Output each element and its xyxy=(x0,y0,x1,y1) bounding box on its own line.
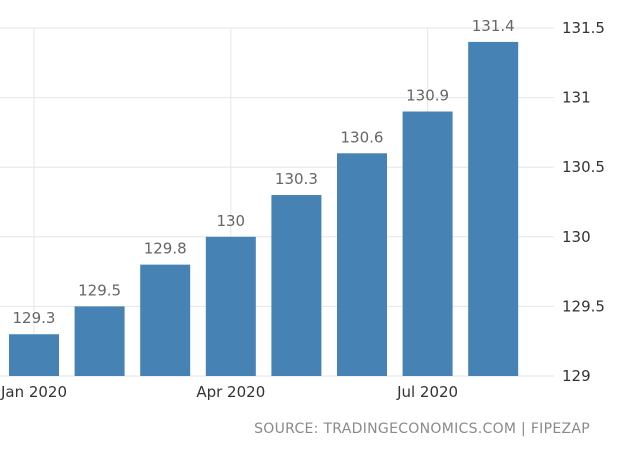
x-tick-label: Apr 2020 xyxy=(196,383,265,401)
bar-value-label: 130 xyxy=(216,212,245,230)
bar xyxy=(271,195,322,376)
bar xyxy=(74,306,125,376)
bar-value-label: 129.8 xyxy=(144,240,187,258)
bar xyxy=(140,264,191,376)
bar-value-label: 130.6 xyxy=(341,128,384,146)
data-labels: 129.3 129.5 129.8 130 130.3 130.6 130.9 131.4 xyxy=(13,17,515,327)
y-tick-label: 129.5 xyxy=(562,297,605,315)
x-tick-label: Jul 2020 xyxy=(396,383,458,401)
bar xyxy=(205,236,256,376)
bars xyxy=(9,41,519,377)
bar-value-label: 130.9 xyxy=(406,87,449,105)
source-note: SOURCE: TRADINGECONOMICS.COM | FIPEZAP xyxy=(254,421,590,437)
y-tick-label: 129 xyxy=(562,367,591,385)
bar xyxy=(337,153,387,376)
y-tick-label: 131 xyxy=(562,89,591,107)
y-tick-label: 131.5 xyxy=(562,19,605,37)
bar-value-label: 130.3 xyxy=(275,170,318,188)
y-axis-ticks: 129 129.5 130 130.5 131 131.5 xyxy=(562,19,605,385)
y-tick-label: 130.5 xyxy=(562,158,605,176)
bar-value-label: 131.4 xyxy=(472,17,515,35)
y-tick-label: 130 xyxy=(562,228,591,246)
x-tick-label: Jan 2020 xyxy=(0,383,67,401)
x-axis-ticks: Jan 2020 Apr 2020 Jul 2020 xyxy=(0,383,458,401)
bar-value-label: 129.5 xyxy=(78,281,121,299)
bar-value-label: 129.3 xyxy=(13,309,56,327)
bar xyxy=(9,334,59,376)
bar xyxy=(402,111,453,377)
bar xyxy=(468,41,519,377)
